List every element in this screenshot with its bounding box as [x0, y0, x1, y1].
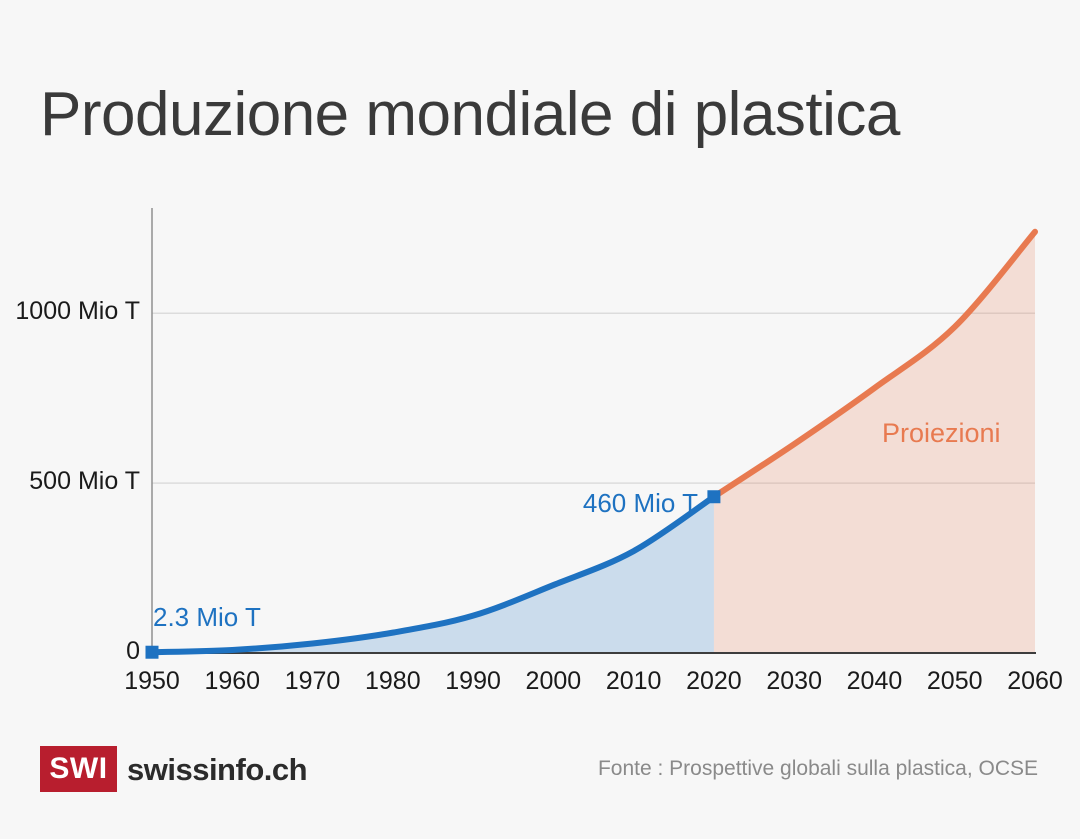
- data-point-marker: [145, 645, 159, 659]
- source-note: Fonte : Prospettive globali sulla plasti…: [597, 757, 1038, 780]
- projection-line: [710, 228, 1038, 500]
- end-value-label: 460 Mio T: [582, 488, 698, 518]
- historical-area: [152, 496, 714, 653]
- swi-logo-text: SWI: [49, 752, 108, 785]
- swi-logo: SWI: [40, 746, 117, 792]
- projection-area: [713, 231, 1035, 653]
- start-value-label: 2.3 Mio T: [153, 602, 261, 632]
- historical-line: [149, 493, 717, 656]
- page-title: Produzione mondiale di plastica: [40, 79, 900, 149]
- brand-name: swissinfo.ch: [127, 752, 308, 787]
- data-point-marker: [707, 490, 721, 504]
- projection-label: Proiezioni: [882, 418, 1001, 448]
